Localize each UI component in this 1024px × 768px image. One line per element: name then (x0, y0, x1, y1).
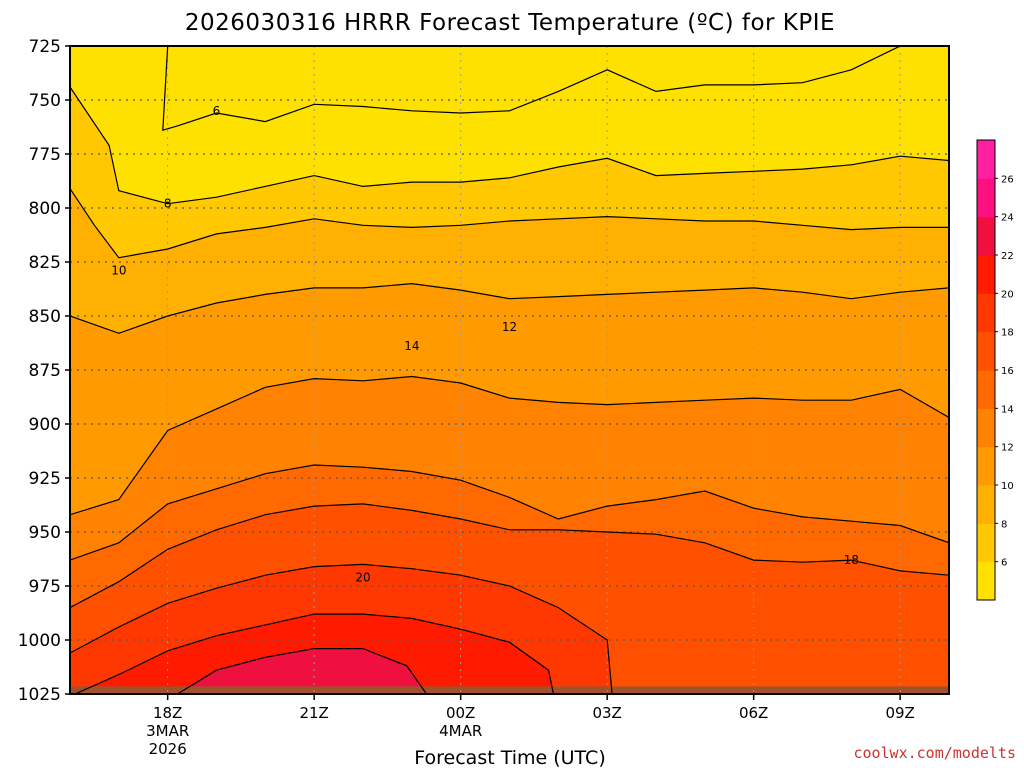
contour-line-10 (70, 188, 949, 259)
y-tick-label-750: 750 (29, 91, 61, 111)
colorbar-label-12: 12 (1001, 443, 1014, 454)
colorbar-swatch-26 (977, 140, 995, 179)
colorbar-swatch-6 (977, 523, 995, 563)
colorbar-label-8: 8 (1001, 519, 1007, 530)
y-tick-label-1000: 1000 (18, 631, 61, 651)
chart-title: 2026030316 HRRR Forecast Temperature (ºC… (185, 10, 835, 36)
x-tick-label-27-0: 03Z (592, 704, 621, 722)
colorbar-label-24: 24 (1001, 213, 1014, 224)
y-tick-label-825: 825 (29, 253, 61, 273)
x-tick-label-30-0: 06Z (739, 704, 768, 722)
y-tick-label-925: 925 (29, 469, 61, 489)
contour-labels: 20 18 14 12 10 8 6 (111, 104, 859, 585)
colorbar: 6 8 10 12 14 16 18 20 22 24 26 (976, 139, 1014, 601)
colorbar-label-22: 22 (1001, 251, 1014, 262)
contour-label-12: 12 (502, 320, 517, 334)
colorbar-label-18: 18 (1001, 328, 1014, 339)
band-24 (177, 648, 427, 694)
contour-line-14 (70, 375, 949, 516)
x-tick-label-18-0: 18Z (153, 704, 182, 722)
contour-label-8: 8 (164, 197, 172, 211)
ground-fill (70, 686, 949, 694)
y-tick-label-725: 725 (29, 37, 61, 57)
colorbar-label-20: 20 (1001, 289, 1014, 300)
y-tick-label-875: 875 (29, 361, 61, 381)
contour-line-16 (70, 464, 949, 561)
colorbar-label-6: 6 (1001, 558, 1007, 569)
x-tick-label-24-0: 00Z (446, 704, 475, 722)
colorbar-label-10: 10 (1001, 481, 1014, 492)
contour-line-6 (162, 46, 901, 132)
ground-surface (70, 686, 949, 694)
colorbar-label-14: 14 (1001, 404, 1014, 415)
x-tick-label-24-1: 4MAR (439, 722, 482, 740)
contour-label-6: 6 (213, 104, 221, 118)
grid-lines (70, 46, 949, 694)
contour-line-8 (70, 86, 949, 205)
colorbar-swatch-16 (977, 331, 995, 371)
y-tick-label-1025: 1025 (18, 685, 61, 705)
x-tick-label-18-1: 3MAR (146, 722, 189, 740)
colorbar-swatch-24 (977, 178, 995, 218)
contour-label-14: 14 (404, 339, 419, 353)
x-tick-label-18-2: 2026 (149, 740, 187, 758)
x-tick-label-33-0: 09Z (885, 704, 914, 722)
x-axis-label: Forecast Time (UTC) (414, 747, 605, 768)
colorbar-swatch-20 (977, 255, 995, 294)
contour-line-18 (70, 503, 949, 609)
y-tick-label-900: 900 (29, 415, 61, 435)
y-axis-ticks: 725 750 775 800 825 850 875 900 925 950 975 1000 102… (18, 37, 70, 705)
credit-text[interactable]: coolwx.com/modelts (853, 744, 1016, 762)
y-tick-label-775: 775 (29, 145, 61, 165)
colorbar-swatch-14 (977, 370, 995, 409)
contour-line-12 (70, 282, 949, 334)
contour-line-24 (177, 648, 427, 694)
colorbar-swatch-22 (977, 216, 995, 256)
contour-lines (70, 46, 949, 694)
contour-line-20 (70, 563, 613, 694)
y-tick-label-950: 950 (29, 523, 61, 543)
colorbar-swatch-10 (977, 446, 995, 486)
contour-label-20: 20 (355, 570, 370, 584)
y-tick-label-800: 800 (29, 199, 61, 219)
colorbar-swatch-4 (977, 561, 995, 601)
y-tick-label-975: 975 (29, 577, 61, 597)
colorbar-swatch-18 (977, 293, 995, 333)
contour-line-22 (74, 613, 554, 694)
colorbar-label-26: 26 (1001, 174, 1014, 185)
colorbar-swatch-8 (977, 485, 995, 524)
contour-label-18: 18 (844, 553, 859, 567)
colorbar-label-16: 16 (1001, 366, 1014, 377)
x-tick-label-21-0: 21Z (299, 704, 328, 722)
filled-contour-bands (70, 46, 949, 694)
contour-label-10: 10 (111, 264, 126, 278)
y-tick-label-850: 850 (29, 307, 61, 327)
colorbar-swatch-12 (977, 408, 995, 448)
